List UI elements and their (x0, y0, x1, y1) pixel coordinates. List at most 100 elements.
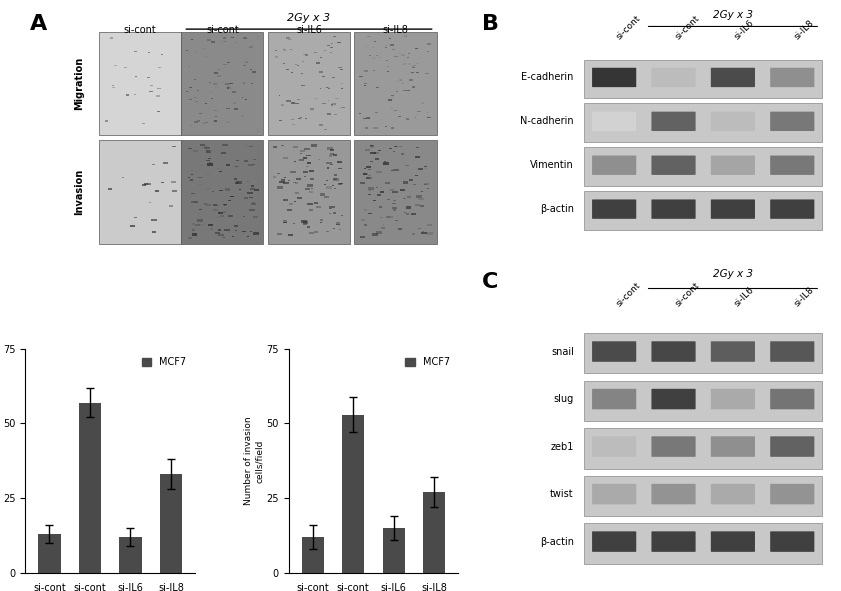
FancyBboxPatch shape (288, 209, 292, 211)
FancyBboxPatch shape (217, 165, 220, 167)
FancyBboxPatch shape (330, 206, 335, 208)
Text: si-cont: si-cont (614, 281, 642, 309)
FancyBboxPatch shape (217, 168, 220, 169)
FancyBboxPatch shape (374, 151, 379, 154)
FancyBboxPatch shape (386, 60, 388, 61)
FancyBboxPatch shape (376, 87, 378, 89)
FancyBboxPatch shape (378, 206, 383, 207)
Text: B: B (482, 14, 499, 34)
FancyBboxPatch shape (405, 165, 409, 166)
FancyBboxPatch shape (399, 53, 400, 54)
FancyBboxPatch shape (231, 37, 234, 38)
FancyBboxPatch shape (275, 56, 278, 58)
FancyBboxPatch shape (294, 161, 297, 162)
FancyBboxPatch shape (191, 193, 195, 194)
FancyBboxPatch shape (389, 99, 392, 100)
FancyBboxPatch shape (235, 183, 239, 184)
FancyBboxPatch shape (652, 484, 696, 504)
FancyBboxPatch shape (215, 216, 220, 218)
FancyBboxPatch shape (412, 67, 415, 68)
FancyBboxPatch shape (333, 228, 335, 229)
FancyBboxPatch shape (222, 144, 228, 146)
FancyBboxPatch shape (375, 112, 378, 113)
FancyBboxPatch shape (245, 61, 247, 63)
FancyBboxPatch shape (208, 158, 211, 160)
FancyBboxPatch shape (392, 113, 394, 115)
FancyBboxPatch shape (290, 49, 292, 50)
FancyBboxPatch shape (390, 170, 394, 171)
FancyBboxPatch shape (652, 531, 696, 552)
FancyBboxPatch shape (411, 213, 416, 215)
FancyBboxPatch shape (394, 81, 398, 82)
FancyBboxPatch shape (404, 212, 406, 213)
FancyBboxPatch shape (592, 531, 637, 552)
FancyBboxPatch shape (394, 220, 398, 222)
FancyBboxPatch shape (409, 79, 413, 81)
FancyBboxPatch shape (206, 173, 209, 174)
FancyBboxPatch shape (398, 228, 403, 230)
FancyBboxPatch shape (288, 39, 292, 41)
FancyBboxPatch shape (652, 341, 696, 362)
FancyBboxPatch shape (291, 119, 294, 121)
FancyBboxPatch shape (310, 108, 314, 110)
FancyBboxPatch shape (294, 146, 298, 148)
FancyBboxPatch shape (368, 194, 371, 195)
FancyBboxPatch shape (325, 50, 326, 51)
FancyBboxPatch shape (332, 103, 336, 105)
FancyBboxPatch shape (333, 178, 339, 181)
FancyBboxPatch shape (243, 83, 245, 84)
FancyBboxPatch shape (401, 153, 405, 155)
FancyBboxPatch shape (366, 177, 369, 179)
Text: zeb1: zeb1 (551, 441, 574, 452)
FancyBboxPatch shape (408, 53, 410, 54)
FancyBboxPatch shape (214, 83, 217, 85)
FancyBboxPatch shape (325, 87, 328, 88)
Text: β-actin: β-actin (540, 537, 574, 547)
FancyBboxPatch shape (418, 167, 423, 170)
FancyBboxPatch shape (302, 61, 304, 62)
FancyBboxPatch shape (421, 230, 424, 232)
FancyBboxPatch shape (408, 63, 411, 64)
FancyBboxPatch shape (217, 204, 219, 206)
FancyBboxPatch shape (233, 102, 236, 104)
FancyBboxPatch shape (326, 167, 330, 168)
FancyBboxPatch shape (383, 162, 389, 164)
Text: Vimentin: Vimentin (530, 160, 574, 170)
FancyBboxPatch shape (770, 155, 814, 175)
FancyBboxPatch shape (105, 121, 108, 122)
FancyBboxPatch shape (249, 46, 252, 48)
FancyBboxPatch shape (278, 233, 283, 235)
FancyBboxPatch shape (244, 197, 248, 199)
FancyBboxPatch shape (299, 117, 302, 118)
FancyBboxPatch shape (394, 146, 397, 147)
FancyBboxPatch shape (324, 196, 329, 199)
FancyBboxPatch shape (217, 75, 221, 77)
FancyBboxPatch shape (364, 83, 368, 84)
FancyBboxPatch shape (341, 107, 345, 109)
Text: snail: snail (551, 346, 574, 356)
FancyBboxPatch shape (327, 113, 331, 115)
Bar (302, 537, 324, 573)
FancyBboxPatch shape (283, 157, 288, 159)
FancyBboxPatch shape (150, 85, 152, 86)
FancyBboxPatch shape (364, 168, 366, 169)
FancyBboxPatch shape (213, 209, 218, 212)
FancyBboxPatch shape (306, 165, 309, 167)
FancyBboxPatch shape (275, 50, 278, 51)
FancyBboxPatch shape (157, 111, 160, 112)
Text: si-cont: si-cont (124, 25, 156, 35)
FancyBboxPatch shape (361, 219, 365, 221)
FancyBboxPatch shape (147, 183, 151, 184)
FancyBboxPatch shape (354, 31, 436, 135)
FancyBboxPatch shape (390, 108, 393, 109)
FancyBboxPatch shape (331, 105, 332, 106)
FancyBboxPatch shape (251, 74, 254, 75)
FancyBboxPatch shape (387, 66, 390, 67)
FancyBboxPatch shape (333, 35, 336, 37)
FancyBboxPatch shape (415, 72, 420, 73)
FancyBboxPatch shape (224, 205, 225, 206)
FancyBboxPatch shape (253, 159, 256, 160)
FancyBboxPatch shape (393, 200, 395, 201)
FancyBboxPatch shape (236, 111, 238, 112)
FancyBboxPatch shape (99, 140, 181, 244)
